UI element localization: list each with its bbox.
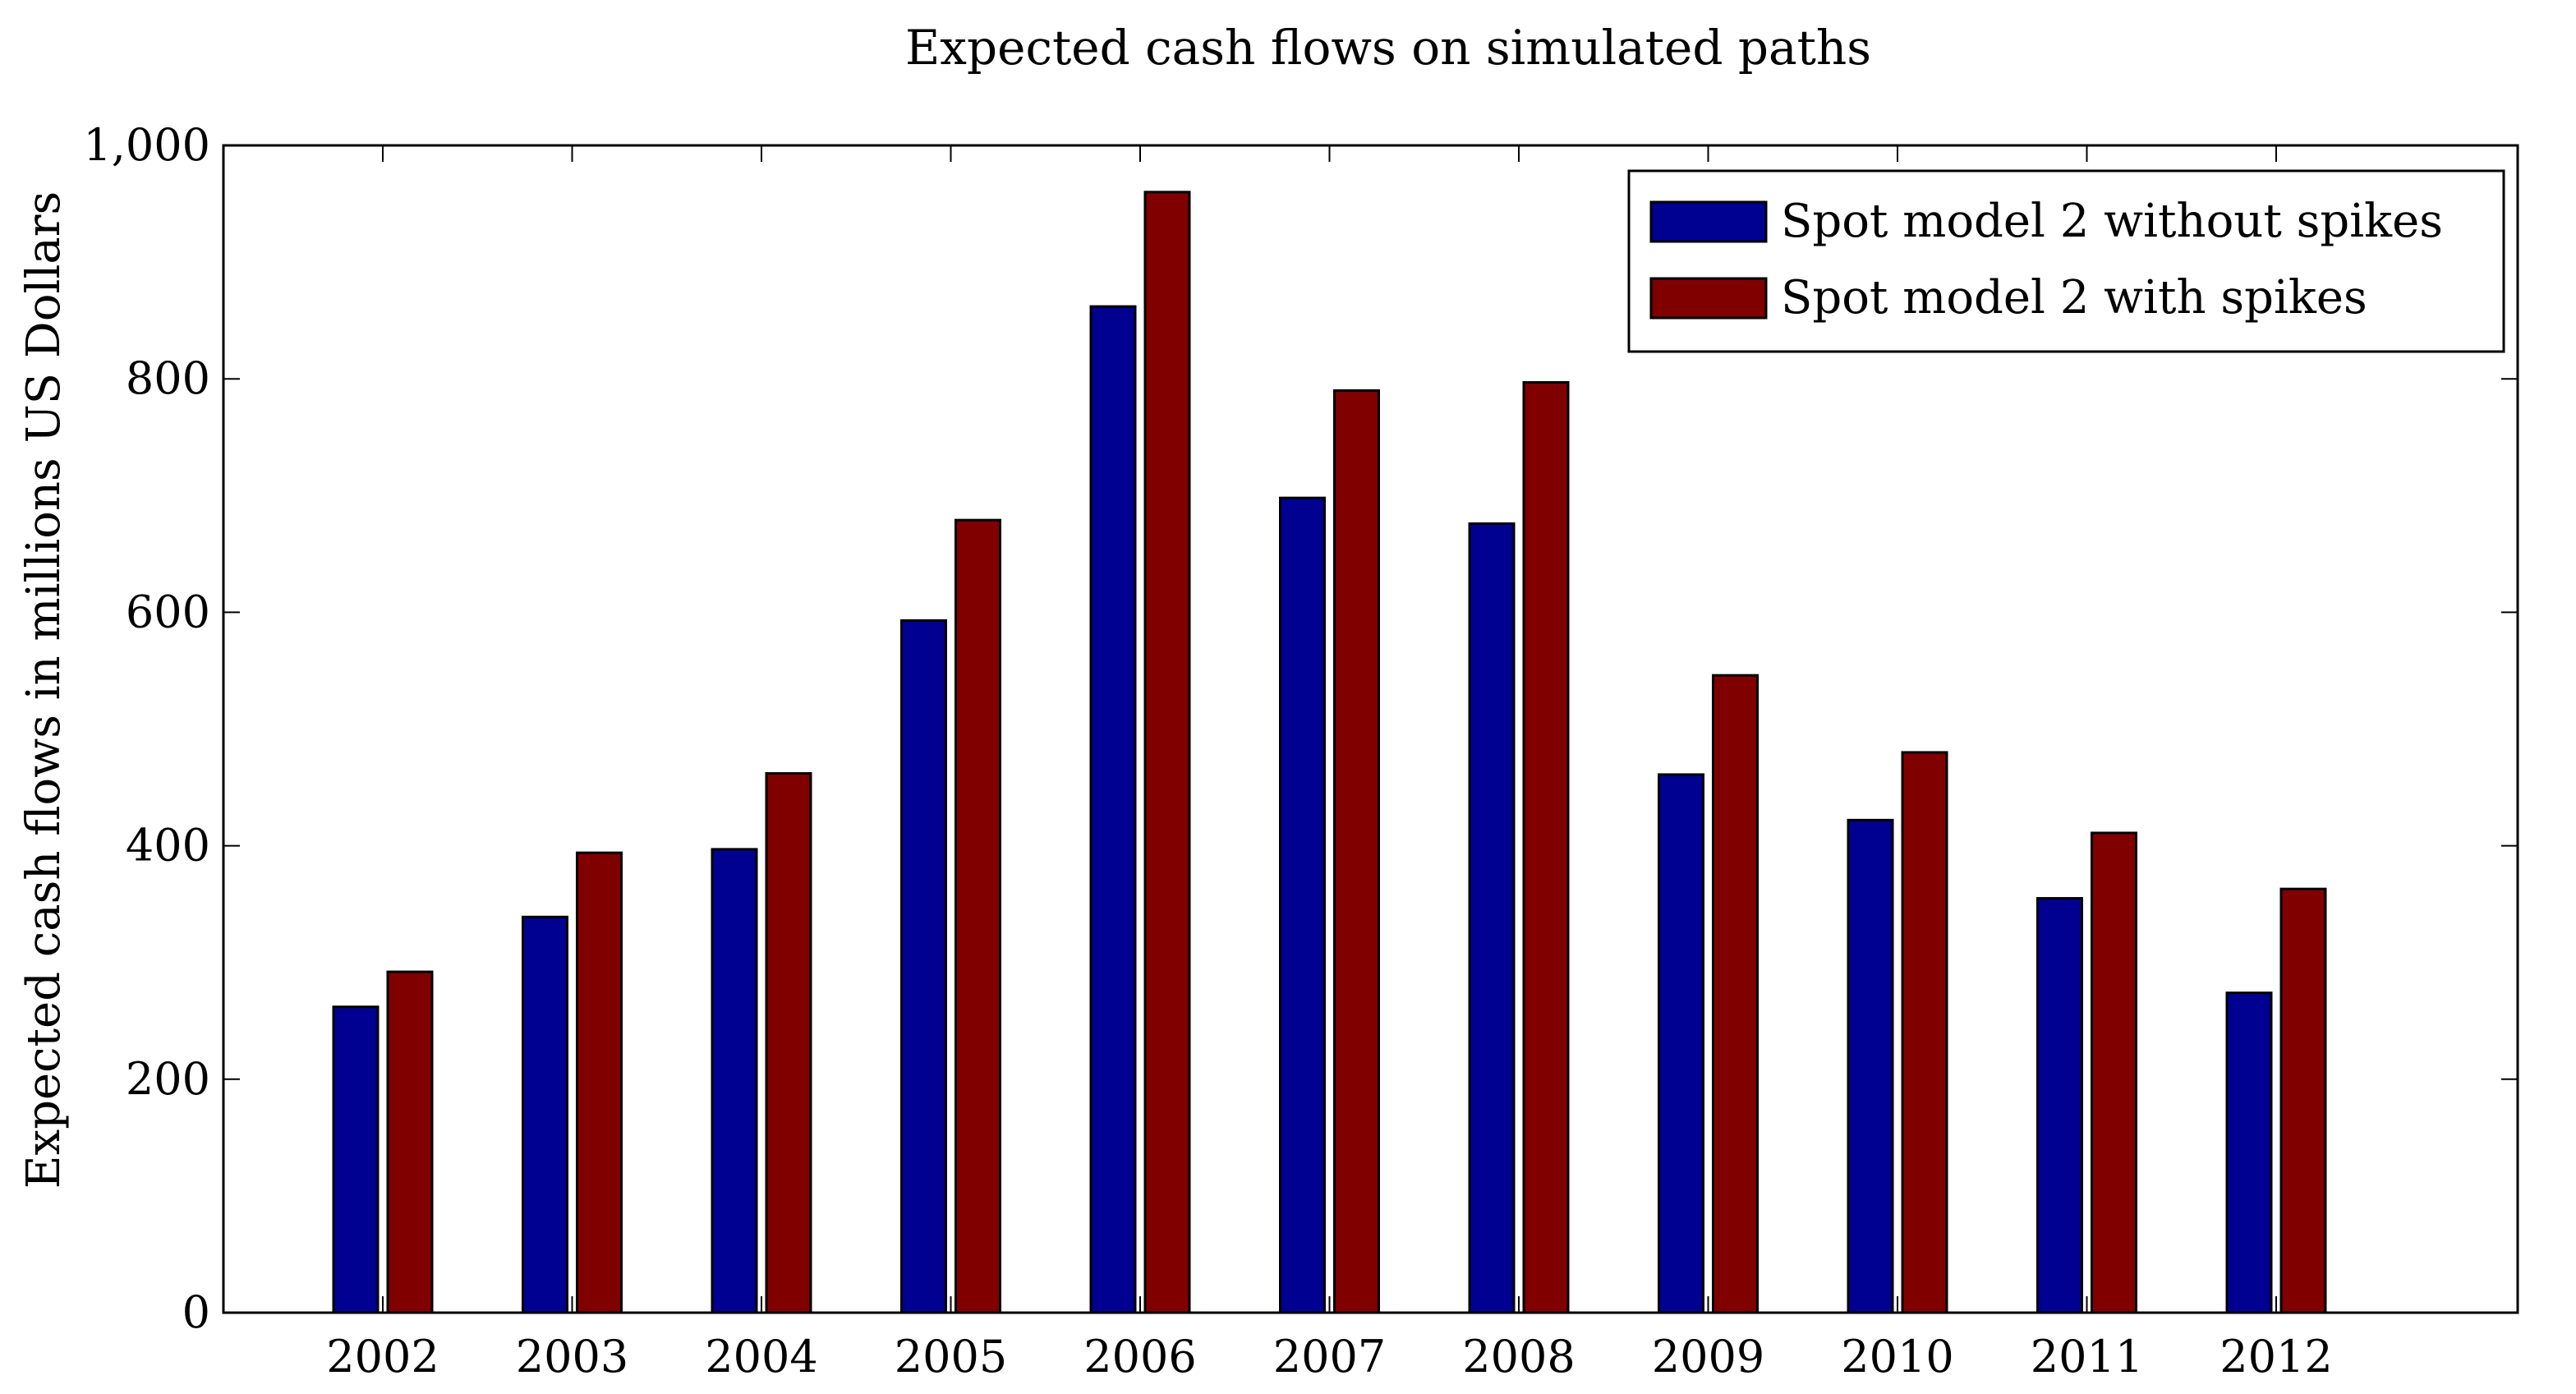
x-tick-label: 2010	[1841, 1331, 1953, 1382]
x-tick-label: 2009	[1652, 1331, 1764, 1382]
bar-with-spikes-2002	[386, 970, 434, 1314]
x-tick-label: 2011	[2031, 1331, 2143, 1382]
bar-with-spikes-2011	[2091, 831, 2137, 1314]
chart-title: Expected cash flows on simulated paths	[905, 20, 1871, 76]
bar-without-spikes-2008	[1468, 522, 1516, 1314]
bar-without-spikes-2004	[711, 848, 758, 1314]
bar-without-spikes-2012	[2225, 991, 2273, 1314]
bar-without-spikes-2010	[1847, 818, 1894, 1314]
x-tick-label: 2005	[895, 1331, 1007, 1382]
x-tick-label: 2004	[705, 1331, 817, 1382]
bar-with-spikes-2005	[954, 518, 1001, 1314]
bar-without-spikes-2006	[1089, 305, 1137, 1314]
y-tick-labels: 0 200 400 600 800 1,000	[83, 119, 210, 1338]
bar-without-spikes-2007	[1279, 496, 1326, 1314]
legend-swatch-with-spikes	[1649, 277, 1768, 320]
y-tick-label: 800	[126, 352, 210, 404]
legend: Spot model 2 without spikes Spot model 2…	[1627, 169, 2505, 353]
bar-without-spikes-2003	[522, 915, 568, 1314]
y-tick-label: 0	[182, 1286, 210, 1338]
bar-with-spikes-2012	[2279, 887, 2327, 1314]
bar-without-spikes-2011	[2036, 897, 2083, 1314]
legend-label-with-spikes: Spot model 2 with spikes	[1781, 271, 2367, 324]
y-axis-title: Expected cash flows in millions US Dolla…	[17, 191, 71, 1189]
bar-with-spikes-2006	[1143, 191, 1191, 1314]
bar-with-spikes-2007	[1333, 389, 1380, 1314]
x-tick-label: 2003	[516, 1331, 628, 1382]
x-tick-label: 2012	[2220, 1331, 2332, 1382]
bar-without-spikes-2005	[900, 619, 947, 1314]
y-tick-label: 1,000	[83, 119, 210, 171]
x-tick-label: 2002	[326, 1331, 439, 1382]
x-tick-labels: 2002 2003 2004 2005 2006 2007 2008 2009 2010 2011…	[326, 1331, 2332, 1382]
legend-swatch-without-spikes	[1649, 200, 1768, 243]
legend-box	[1627, 169, 2505, 353]
x-tick-label: 2008	[1462, 1331, 1575, 1382]
bar-without-spikes-2002	[332, 1005, 380, 1314]
bar-without-spikes-2009	[1658, 773, 1704, 1314]
y-tick-label: 600	[126, 586, 210, 637]
x-tick-label: 2007	[1273, 1331, 1386, 1382]
bar-with-spikes-2004	[765, 771, 812, 1314]
y-tick-label: 400	[126, 820, 210, 872]
bar-with-spikes-2008	[1522, 380, 1570, 1314]
bar-with-spikes-2009	[1712, 674, 1759, 1314]
y-tick-label: 200	[126, 1053, 210, 1105]
plot-frame	[222, 144, 2519, 1314]
bar-with-spikes-2010	[1901, 751, 1948, 1314]
legend-label-without-spikes: Spot model 2 without spikes	[1781, 195, 2443, 248]
bar-with-spikes-2003	[576, 851, 623, 1314]
x-tick-label: 2006	[1083, 1331, 1196, 1382]
bars	[332, 191, 2327, 1314]
